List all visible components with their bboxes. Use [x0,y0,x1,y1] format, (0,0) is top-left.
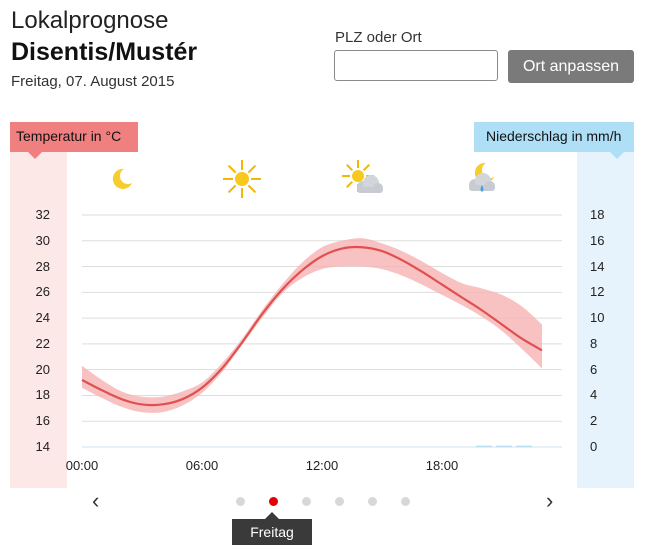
pager-dot[interactable] [269,497,278,506]
temperature-tick-label: 30 [35,232,50,248]
precipitation-bar [496,445,512,448]
temperature-tick-label: 32 [35,207,50,222]
temperature-axis-label: Temperatur in °C [10,122,138,152]
temperature-tick-label: 22 [35,335,50,351]
precipitation-tick-label: 0 [590,439,598,454]
precipitation-tick-label: 2 [590,413,598,429]
pager-dot[interactable] [368,497,377,506]
ort-anpassen-button[interactable]: Ort anpassen [508,50,634,83]
temperature-tick-label: 20 [35,361,50,377]
forecast-date: Freitag, 07. August 2015 [11,73,175,90]
precipitation-axis-label: Niederschlag in mm/h [474,122,634,152]
weather-icons [112,160,495,198]
temperature-label-pointer [28,152,42,159]
precipitation-axis-band [577,150,634,488]
temperature-tick-label: 18 [35,387,50,403]
precipitation-bar [516,445,532,448]
prev-day-button[interactable]: ‹ [92,488,100,513]
precipitation-bars [476,445,532,448]
precipitation-tick-label: 16 [590,232,605,248]
precipitation-tick-label: 6 [590,361,598,377]
temperature-tick-label: 24 [35,310,50,326]
next-day-button[interactable]: › [546,488,554,513]
temperature-tick-label: 16 [35,413,50,429]
temperature-axis-band [10,150,67,488]
temperature-tick-label: 14 [35,439,50,454]
sun-icon [223,160,261,198]
temperature-tick-label: 26 [35,284,50,300]
pager-dot[interactable] [401,497,410,506]
pager-dot[interactable] [302,497,311,506]
pager-dot[interactable] [335,497,344,506]
temperature-range-band [82,238,542,413]
temperature-line [81,245,543,407]
pager-dot[interactable] [236,497,245,506]
time-tick-label: 18:00 [425,458,459,473]
day-tooltip-pointer [265,512,279,519]
precipitation-tick-label: 8 [590,335,598,351]
precipitation-label-pointer [610,152,624,159]
active-day-tooltip: Freitag [232,519,312,545]
precipitation-tick-label: 4 [590,387,598,403]
time-tick-label: 06:00 [185,458,219,473]
precipitation-bar [476,445,492,448]
temperature-tick-label: 28 [35,258,50,274]
plz-label: PLZ oder Ort [335,29,422,46]
moon-icon [112,168,132,189]
precipitation-tick-label: 10 [590,310,605,326]
plz-input[interactable] [334,50,498,81]
time-tick-label: 00:00 [65,458,99,473]
precipitation-tick-label: 18 [590,207,605,222]
time-tick-label: 12:00 [305,458,339,473]
sun-cloud-icon [342,160,383,193]
precipitation-tick-label: 14 [590,258,605,274]
precipitation-tick-label: 12 [590,284,605,300]
page-title-location: Disentis/Mustér [11,38,198,66]
page-title-line1: Lokalprognose [11,7,169,34]
moon-cloud-rain-icon [469,162,495,192]
